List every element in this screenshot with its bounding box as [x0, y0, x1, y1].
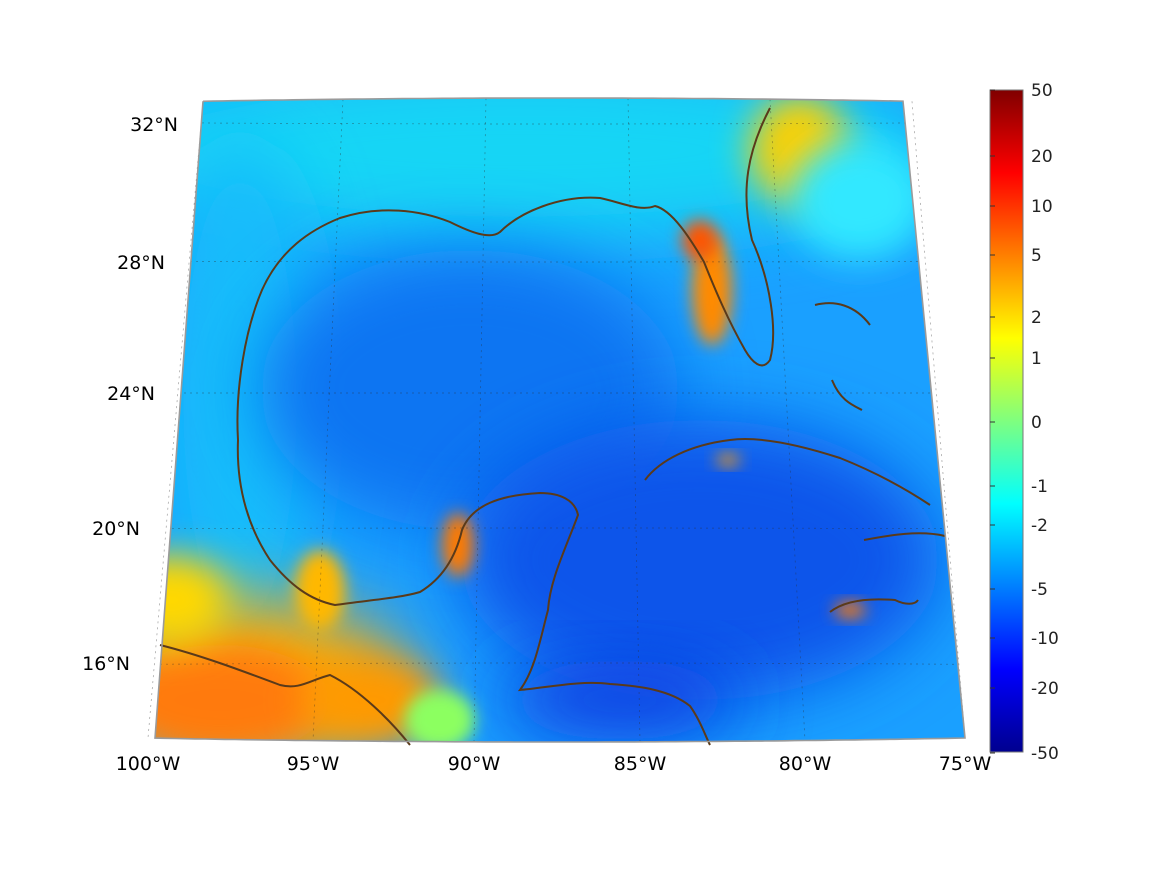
latitude-label: 16°N [82, 653, 130, 675]
longitude-label: 85°W [614, 753, 667, 775]
colorbar-label: 10 [1031, 197, 1053, 217]
meridian-line [911, 101, 966, 739]
colorbar-label: 20 [1031, 147, 1053, 167]
parallel-line [160, 662, 961, 665]
colorbar-label: -2 [1031, 516, 1048, 536]
coastline [159, 107, 946, 746]
parallel-line [159, 122, 960, 125]
longitude-label: 95°W [287, 753, 340, 775]
latitude-label: 28°N [117, 252, 165, 274]
colorbar-label: -50 [1031, 744, 1059, 764]
meridian-line [769, 99, 806, 741]
colorbar-label: 50 [1031, 81, 1053, 101]
colorbar-label: 0 [1031, 413, 1042, 433]
latitude-label: 32°N [130, 114, 178, 136]
longitude-label: 90°W [448, 753, 501, 775]
meridian-line [147, 101, 204, 739]
latitude-label: 20°N [92, 518, 140, 540]
longitude-label: 75°W [939, 753, 992, 775]
latitude-label: 24°N [107, 383, 155, 405]
colorbar-ramp [989, 89, 1024, 753]
latitude-labels: 16°N 20°N 24°N 28°N 32°N [82, 114, 178, 675]
parallel-line [160, 527, 960, 529]
meridian-line [312, 99, 344, 741]
parallel-line [159, 260, 961, 263]
longitude-label: 100°W [116, 753, 181, 775]
colorbar-label: -1 [1031, 477, 1048, 497]
colorbar-label: -5 [1031, 580, 1048, 600]
colorbar-label: -10 [1031, 629, 1059, 649]
longitude-label: 80°W [779, 753, 832, 775]
colorbar-label: 2 [1031, 308, 1042, 328]
colorbar-label: 5 [1031, 246, 1042, 266]
map-field [155, 98, 965, 742]
map-graticule [147, 98, 966, 742]
longitude-labels: 100°W 95°W 90°W 85°W 80°W 75°W [116, 753, 992, 775]
colorbar-label: -20 [1031, 679, 1059, 699]
map-frame [154, 97, 966, 743]
colorbar-label: 1 [1031, 349, 1042, 369]
